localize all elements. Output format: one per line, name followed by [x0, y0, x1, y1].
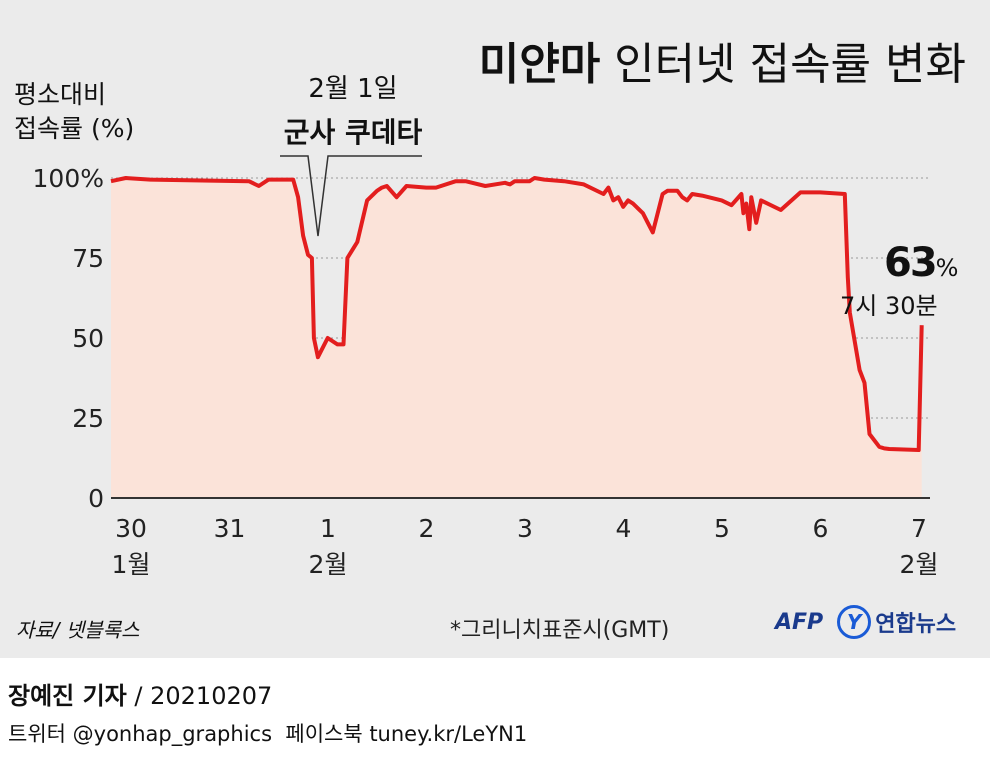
y-tick-labels: 0 25 50 75 100%: [33, 164, 104, 513]
y-axis-label: 평소대비 접속률 (%): [14, 78, 134, 146]
x-tick-month-label: 1월: [112, 550, 151, 579]
end-value-unit: %: [935, 254, 959, 282]
y-tick-label: 50: [72, 324, 104, 353]
x-tick-label: 6: [813, 514, 829, 543]
y-tick-label: 100%: [33, 164, 104, 193]
afp-logo: AFP: [775, 609, 824, 635]
end-time-label: 7시 30분: [840, 292, 938, 320]
yonhap-logo-icon: Y: [837, 605, 872, 639]
series-line: [110, 176, 924, 452]
line-chart: 0 25 50 75 100% 30 1월 31 1 2월 2 3 4 5 6 7 2월: [33, 155, 939, 579]
x-tick-label: 4: [616, 514, 632, 543]
reporter-name: 장예진 기자: [8, 682, 127, 710]
timezone-note: *그리니치표준시(GMT): [450, 618, 670, 643]
x-tick-label: 31: [214, 514, 246, 543]
y-axis-label-line1: 평소대비: [14, 80, 107, 109]
x-tick-label: 7: [911, 514, 927, 543]
title-bold: 미얀마: [478, 39, 601, 90]
area-fill: [111, 178, 922, 498]
x-tick-labels: 30 1월 31 1 2월 2 3 4 5 6 7 2월: [112, 514, 939, 579]
logos: AFP Y 연합뉴스: [775, 602, 956, 642]
x-tick-label: 2: [419, 514, 435, 543]
event-annotation: 2월 1일 군사 쿠데타: [278, 68, 428, 151]
event-name: 군사 쿠데타: [283, 116, 423, 149]
end-value: 63: [884, 240, 938, 286]
x-tick-label: 30: [115, 514, 147, 543]
chart-title: 미얀마 인터넷 접속률 변화: [479, 28, 966, 92]
publish-date: / 20210207: [126, 682, 273, 710]
title-rest: 인터넷 접속률 변화: [600, 39, 966, 90]
x-tick-month-label: 2월: [309, 550, 348, 579]
x-tick-month-label: 2월: [900, 550, 939, 579]
x-tick-label: 1: [320, 514, 336, 543]
x-tick-label: 3: [517, 514, 533, 543]
byline: 장예진 기자 / 20210207: [8, 676, 272, 711]
y-tick-label: 0: [88, 484, 104, 513]
source-note: 자료/ 넷블록스: [16, 618, 140, 642]
event-callout: [280, 155, 422, 237]
y-axis-label-line2: 접속률 (%): [14, 114, 135, 143]
social-links: 트위터 @yonhap_graphics 페이스북 tuney.kr/LeYN1: [8, 722, 528, 746]
y-tick-label: 75: [72, 244, 104, 273]
end-value-label: 63%: [884, 240, 958, 286]
y-tick-label: 25: [72, 404, 104, 433]
x-tick-label: 5: [714, 514, 730, 543]
event-date: 2월 1일: [308, 74, 398, 104]
yonhap-logo: 연합뉴스: [875, 612, 957, 637]
